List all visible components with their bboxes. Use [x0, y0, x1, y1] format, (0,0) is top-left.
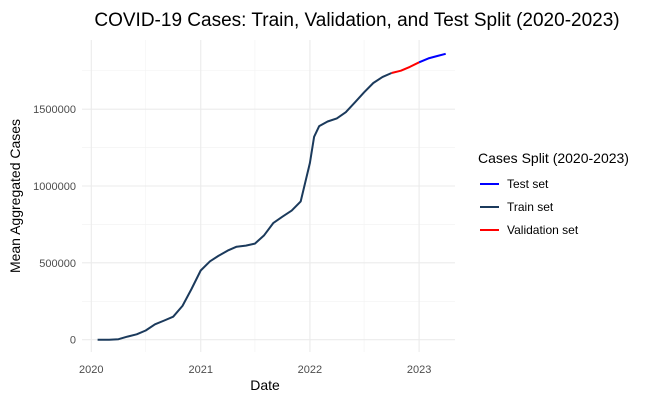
- y-axis-ticks: 0 500000 1000000 1500000: [33, 104, 76, 347]
- legend-label: Train set: [507, 200, 554, 214]
- x-tick-label: 2021: [189, 364, 213, 376]
- x-tick-label: 2020: [79, 364, 103, 376]
- legend-label: Validation set: [507, 223, 579, 237]
- x-tick-label: 2022: [298, 364, 322, 376]
- y-tick-label: 1000000: [33, 181, 76, 193]
- legend-entries: Test set Train set Validation set: [480, 177, 579, 237]
- series-line-validation-set: [391, 61, 420, 74]
- y-tick-label: 1500000: [33, 104, 76, 116]
- legend-title: Cases Split (2020-2023): [478, 150, 629, 166]
- chart-title: COVID-19 Cases: Train, Validation, and T…: [94, 10, 619, 31]
- minor-grid: [82, 40, 455, 352]
- series-layer: [97, 52, 446, 341]
- y-axis-label: Mean Aggregated Cases: [7, 119, 23, 273]
- major-grid: [82, 40, 455, 352]
- y-tick-label: 500000: [39, 258, 76, 270]
- series-line-test-set: [418, 52, 446, 64]
- series-line-train-set: [97, 72, 392, 341]
- x-tick-label: 2023: [407, 364, 431, 376]
- x-axis-label: Date: [250, 377, 280, 393]
- y-tick-label: 0: [70, 335, 76, 347]
- x-axis-ticks: 2020 2021 2022 2023: [79, 364, 431, 376]
- legend: Cases Split (2020-2023) Test set Train se…: [478, 150, 629, 237]
- legend-label: Test set: [507, 177, 549, 191]
